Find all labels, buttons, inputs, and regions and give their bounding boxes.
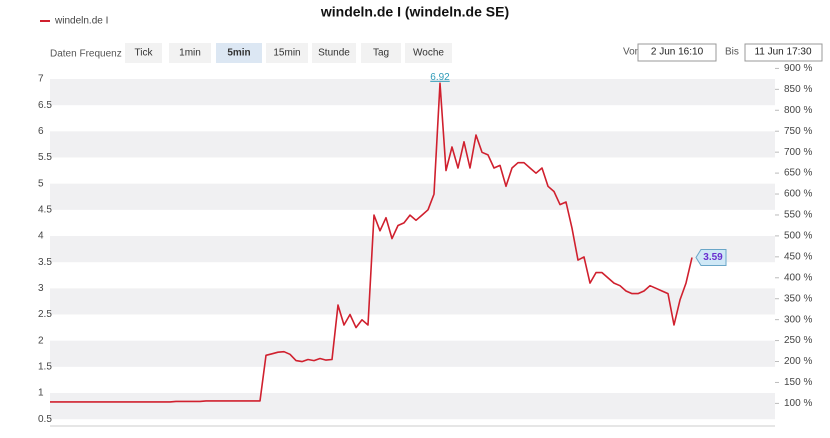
max-label: 6.92 [430, 72, 450, 83]
y2-tick-label: 650 % [784, 168, 812, 179]
from-label: Von [623, 47, 640, 58]
grid-band [50, 393, 775, 420]
y-tick-label: 3 [38, 283, 44, 294]
frequency-button-label: 5min [227, 48, 250, 59]
y-tick-label: 5 [38, 178, 44, 189]
frequency-button-label: 15min [273, 48, 300, 59]
y-tick-label: 2 [38, 335, 44, 346]
frequency-button-label: 1min [179, 48, 201, 59]
y-tick-label: 4 [38, 231, 44, 242]
y-tick-label: 7 [38, 74, 44, 85]
y2-tick-label: 400 % [784, 272, 812, 283]
y-tick-label: 0.5 [38, 414, 52, 425]
frequency-label: Daten Frequenz [50, 49, 122, 60]
y2-tick-label: 750 % [784, 126, 812, 137]
frequency-button[interactable] [361, 43, 401, 63]
y-tick-label: 5.5 [38, 152, 52, 163]
y2-tick-label: 900 % [784, 63, 812, 74]
y2-tick-label: 200 % [784, 356, 812, 367]
y2-tick-label: 700 % [784, 147, 812, 158]
to-input[interactable] [744, 43, 823, 62]
y2-tick-label: 150 % [784, 377, 812, 388]
frequency-button[interactable] [405, 43, 452, 63]
legend-label: windeln.de I [54, 16, 108, 27]
frequency-button[interactable] [266, 43, 308, 63]
to-label: Bis [725, 47, 739, 58]
from-value: 2 Jun 16:10 [651, 47, 704, 58]
grid-band [50, 183, 775, 210]
y2-tick-label: 850 % [784, 84, 812, 95]
y2-tick-label: 800 % [784, 105, 812, 116]
to-value: 11 Jun 17:30 [754, 47, 812, 58]
price-line [50, 82, 693, 403]
grid-band [50, 236, 775, 263]
y-tick-label: 3.5 [38, 257, 52, 268]
frequency-button-label: Tick [135, 48, 154, 59]
frequency-button[interactable] [312, 43, 356, 63]
frequency-button-label: Tag [373, 48, 389, 59]
grid-band [50, 78, 775, 106]
y-tick-label: 6.5 [38, 100, 52, 111]
chart-title: windeln.de I (windeln.de SE) [320, 4, 509, 20]
y2-tick-label: 300 % [784, 314, 812, 325]
y-tick-label: 1 [38, 388, 44, 399]
y-tick-label: 4.5 [38, 204, 52, 215]
y2-tick-label: 600 % [784, 189, 812, 200]
y-tick-label: 2.5 [38, 309, 52, 320]
from-input[interactable] [637, 43, 717, 62]
y2-tick-label: 250 % [784, 335, 812, 346]
grid-band [50, 340, 775, 367]
y2-tick-label: 350 % [784, 293, 812, 304]
last-label-box [695, 248, 727, 266]
y2-tick-label: 100 % [784, 398, 812, 409]
grid-band [50, 288, 775, 315]
grid-band [50, 131, 775, 158]
y2-tick-label: 450 % [784, 251, 812, 262]
y2-tick-label: 550 % [784, 210, 812, 221]
frequency-button-label: Stunde [318, 48, 350, 59]
y-tick-label: 1.5 [38, 361, 52, 372]
y2-tick-label: 500 % [784, 231, 812, 242]
frequency-button[interactable] [216, 43, 262, 63]
frequency-button[interactable] [169, 43, 211, 63]
last-label: 3.59 [703, 252, 723, 263]
frequency-button[interactable] [125, 43, 162, 63]
y-tick-label: 6 [38, 126, 44, 137]
frequency-button-label: Woche [413, 48, 444, 59]
